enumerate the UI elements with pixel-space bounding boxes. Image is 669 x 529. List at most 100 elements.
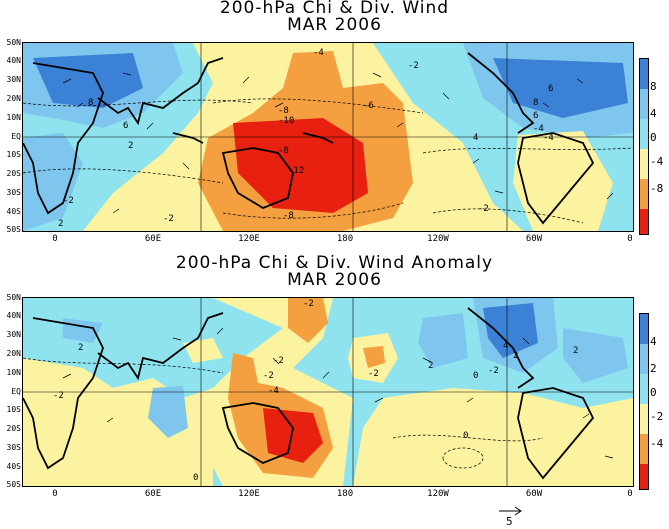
p1-wind-arrows <box>62 72 614 214</box>
p2-cbar-label: 4 <box>650 335 657 348</box>
p2-cbar-label: -4 <box>650 437 664 450</box>
p1-clabel: -8 <box>283 211 294 221</box>
p2-clabel: -2 <box>368 369 379 379</box>
p1-clabel: 6 <box>123 121 128 131</box>
panel1-title-line1: 200-hPa Chi & Div. Wind <box>219 0 450 18</box>
p2-clabel: 0 <box>193 473 198 483</box>
p2-lat-label: 10N <box>6 368 21 377</box>
panel2-title-line1: 200-hPa Chi & Div. Wind Anomaly <box>175 253 494 273</box>
p2-shade-south <box>353 388 633 486</box>
p2-shade-min <box>263 408 323 463</box>
p1-lon-label: 120W <box>427 234 449 244</box>
panel1-map-svg: -4 -6 -8 -10 -8 -12 -8 -2 8 6 2 2 -2 -2 … <box>23 43 633 231</box>
p2-cbar-seg <box>640 374 648 404</box>
p2-wind-arrows <box>62 327 614 459</box>
p1-lon-label: 120E <box>238 234 260 244</box>
p1-lat-label: 10S <box>6 150 21 159</box>
p1-clabel: -2 <box>408 61 419 71</box>
p1-clabel: -8 <box>278 146 289 156</box>
p2-lon-label: 0 <box>52 489 58 499</box>
p2-lat-label: 30N <box>6 330 21 339</box>
p1-clabel: -6 <box>363 101 374 111</box>
p1-shade-america-core <box>493 58 628 118</box>
reference-vector-label: 5 <box>506 515 513 528</box>
p2-lon-label: 120W <box>427 489 449 499</box>
panel2-map-svg: -2 2 -2 -4 -2 -2 2 -2 2 0 4 2 -2 0 0 <box>23 298 633 486</box>
p1-lat-label: 10N <box>6 113 21 122</box>
p2-lon-label: 180 <box>336 489 354 499</box>
p2-lat-label: 30S <box>6 443 21 452</box>
p2-shade-atlantic <box>563 328 628 383</box>
panel2-map: -2 2 -2 -4 -2 -2 2 -2 2 0 4 2 -2 0 0 <box>22 297 634 487</box>
p2-shade-npac <box>418 313 468 368</box>
p1-clabel: -2 <box>478 204 489 214</box>
p2-lat-label: 20N <box>6 349 21 358</box>
p2-clabel: -2 <box>263 371 274 381</box>
p1-lat-label: 40S <box>6 207 21 216</box>
p1-lat-label: 20N <box>6 94 21 103</box>
p2-lon-label: 60E <box>144 489 162 499</box>
p2-clabel: -2 <box>53 391 64 401</box>
panel2-title: 200-hPa Chi & Div. Wind Anomaly MAR 2006 <box>0 255 669 289</box>
p1-cbar-seg <box>640 209 648 234</box>
p1-contour-labels: -4 -6 -8 -10 -8 -12 -8 -2 8 6 2 2 -2 -2 … <box>58 48 554 229</box>
p1-shade-min <box>233 118 368 213</box>
p2-coastlines <box>23 307 595 480</box>
p1-cbar-seg <box>640 89 648 119</box>
p1-lat-label: EQ <box>11 132 21 141</box>
p2-clabel: 2 <box>573 346 578 356</box>
p1-clabel: 4 <box>473 133 478 143</box>
p1-clabel: -4 <box>533 124 544 134</box>
p2-clabel: -2 <box>488 366 499 376</box>
p1-clabel: -4 <box>543 133 554 143</box>
p2-lat-label: EQ <box>11 387 21 396</box>
panel2-title-line2: MAR 2006 <box>287 270 382 290</box>
p2-clabel: 4 <box>503 341 508 351</box>
p1-clabel: -12 <box>288 166 304 176</box>
p1-clabel: 2 <box>58 219 63 229</box>
p1-lon-label: 180 <box>336 234 354 244</box>
p2-lon-label: 0 <box>627 489 633 499</box>
p2-shade-asia-neg <box>183 338 223 363</box>
p1-lon-label: 60E <box>144 234 162 244</box>
p1-clabel: 6 <box>548 84 553 94</box>
p1-clabel: 8 <box>88 98 93 108</box>
p2-lon-label: 120E <box>238 489 260 499</box>
p2-cbar-label: -2 <box>650 410 664 423</box>
p2-cbar-label: 2 <box>650 362 657 375</box>
p1-cbar-seg <box>640 179 648 209</box>
p2-lat-label: 20S <box>6 424 21 433</box>
p1-cbar-label: 0 <box>650 131 657 144</box>
p2-clabel: -4 <box>268 386 279 396</box>
p1-clabel: -10 <box>278 116 294 126</box>
p2-cbar-seg <box>640 344 648 374</box>
p2-lat-label: 50S <box>6 480 21 489</box>
p2-cbar-label: 0 <box>650 386 657 399</box>
p1-clabel: 6 <box>533 111 538 121</box>
p1-cbar-label: -4 <box>650 155 664 168</box>
panel1-map: -4 -6 -8 -10 -8 -12 -8 -2 8 6 2 2 -2 -2 … <box>22 42 634 232</box>
p2-lat-label: 40N <box>6 311 21 320</box>
p2-cbar-seg <box>640 314 648 344</box>
p2-clabel: 0 <box>463 431 468 441</box>
p1-clabel: 2 <box>128 141 133 151</box>
p2-shade-indian <box>148 386 188 438</box>
p1-lat-label: 40N <box>6 56 21 65</box>
p1-lon-label: 60W <box>525 234 543 244</box>
p1-cbar-seg <box>640 149 648 179</box>
p2-clabel: -2 <box>303 299 314 309</box>
p2-colorbar <box>639 313 649 490</box>
p2-clabel: 0 <box>473 371 478 381</box>
p1-lon-label: 0 <box>627 234 633 244</box>
p2-cbar-seg <box>640 464 648 489</box>
p1-lat-label: 30S <box>6 188 21 197</box>
reference-vector-arrow-icon <box>499 506 522 516</box>
p1-grid <box>23 43 633 231</box>
p2-shade-north <box>288 298 328 343</box>
p2-cbar-seg <box>640 404 648 434</box>
panel1-title: 200-hPa Chi & Div. Wind MAR 2006 <box>0 0 669 34</box>
p1-contours <box>23 98 633 224</box>
p1-cbar-seg <box>640 119 648 149</box>
p1-coastlines <box>23 52 595 225</box>
p2-lon-label: 60W <box>525 489 543 499</box>
